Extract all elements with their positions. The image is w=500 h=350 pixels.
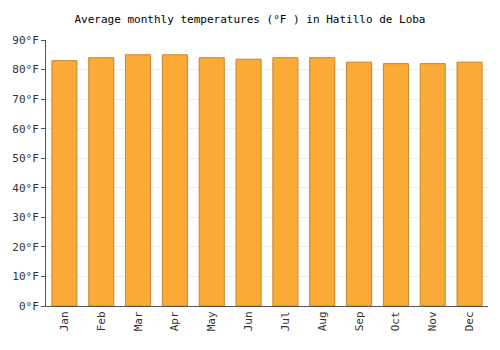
svg-text:Oct: Oct [389,311,402,331]
svg-text:Feb: Feb [95,311,108,331]
svg-text:90°F: 90°F [12,34,39,47]
svg-text:40°F: 40°F [12,182,39,195]
svg-text:May: May [205,311,218,331]
svg-text:Sep: Sep [353,311,366,331]
svg-text:Mar: Mar [132,311,145,331]
svg-text:50°F: 50°F [12,152,39,165]
svg-text:Jan: Jan [58,311,71,331]
svg-text:60°F: 60°F [12,123,39,136]
svg-text:80°F: 80°F [12,63,39,76]
svg-text:Dec: Dec [463,311,476,331]
svg-text:10°F: 10°F [12,270,39,283]
svg-text:Jun: Jun [242,311,255,331]
svg-text:30°F: 30°F [12,211,39,224]
svg-text:0°F: 0°F [19,300,39,313]
svg-text:Apr: Apr [168,311,181,331]
svg-text:Average monthly temperatures (: Average monthly temperatures (°F ) in Ha… [75,13,426,26]
svg-text:Aug: Aug [316,311,329,331]
svg-text:70°F: 70°F [12,93,39,106]
svg-text:Nov: Nov [426,311,439,331]
svg-text:20°F: 20°F [12,241,39,254]
svg-text:Jul: Jul [279,311,292,331]
